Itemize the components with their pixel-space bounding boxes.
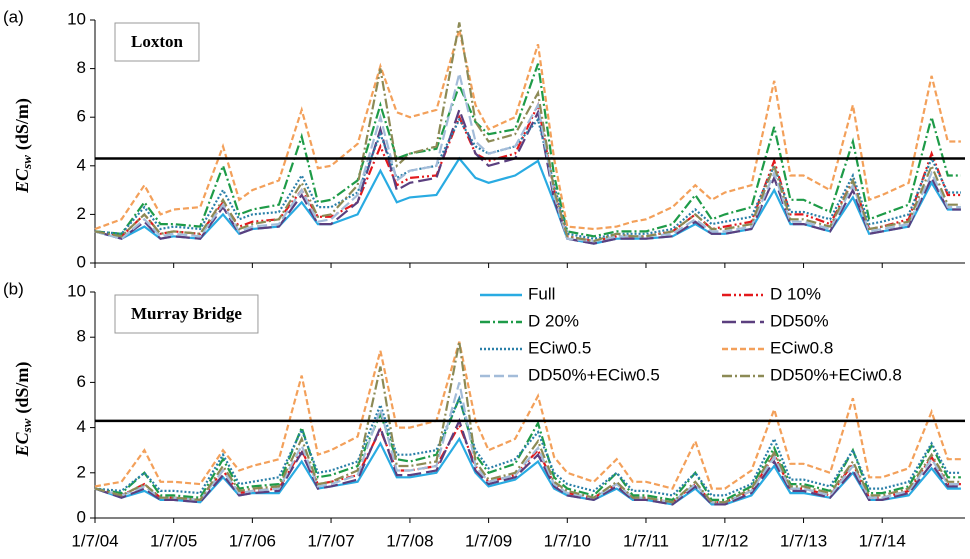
series-line [94, 382, 961, 504]
y-label-sub: sw [19, 155, 34, 170]
y-tick-label: 8 [77, 58, 86, 77]
y-tick-label: 0 [77, 252, 86, 271]
legend-label: DD50% [770, 311, 829, 330]
y-tick-label: 4 [77, 155, 86, 174]
series-line [94, 22, 961, 243]
legend-label: DD50%+ECiw0.8 [770, 365, 902, 384]
y-axis-label: ECsw (dS/m) [12, 98, 34, 194]
legend-label: Full [528, 284, 555, 303]
y-tick-label: 10 [67, 9, 86, 28]
y-label-unit: (dS/m) [12, 362, 33, 414]
y-tick-label: 4 [77, 417, 86, 436]
legend-label: ECiw0.8 [770, 338, 833, 357]
x-tick-label: 1/7/04 [71, 531, 118, 550]
series-line [94, 117, 961, 240]
y-tick-label: 6 [77, 372, 86, 391]
y-tick-label: 0 [77, 507, 86, 526]
legend-label: ECiw0.5 [528, 338, 591, 357]
legend-label: D 10% [770, 284, 821, 303]
panel-label: (a) [3, 7, 24, 26]
series-line [94, 73, 961, 243]
x-tick-label: 1/7/07 [307, 531, 354, 550]
series-line [94, 394, 961, 502]
y-tick-label: 2 [77, 204, 86, 223]
series-line [94, 395, 961, 497]
series-line [94, 29, 961, 231]
y-label-unit: (dS/m) [12, 98, 33, 150]
y-label-sub: sw [19, 418, 34, 433]
y-label-main: EC [12, 431, 32, 457]
site-box [114, 294, 259, 334]
panel-label: (b) [3, 279, 24, 298]
series-line [94, 63, 961, 238]
x-tick-label: 1/7/05 [150, 531, 197, 550]
x-tick-label: 1/7/06 [229, 531, 276, 550]
series-line [94, 417, 961, 506]
y-axis-label: ECsw (dS/m) [12, 362, 34, 458]
site-label: Loxton [131, 32, 184, 51]
series-line [94, 341, 961, 504]
y-tick-label: 6 [77, 107, 86, 126]
x-tick-label: 1/7/14 [859, 531, 906, 550]
legend-label: DD50%+ECiw0.5 [528, 365, 660, 384]
y-label-main: EC [12, 168, 32, 194]
x-tick-label: 1/7/13 [780, 531, 827, 550]
x-tick-label: 1/7/08 [386, 531, 433, 550]
x-tick-label: 1/7/12 [701, 531, 748, 550]
x-tick-label: 1/7/11 [623, 531, 669, 550]
site-box [114, 22, 200, 62]
site-label: Murray Bridge [131, 304, 242, 323]
x-tick-label: 1/7/09 [465, 531, 512, 550]
legend-label: D 20% [528, 311, 579, 330]
y-tick-label: 10 [67, 281, 86, 300]
y-tick-label: 8 [77, 327, 86, 346]
x-tick-label: 1/7/10 [544, 531, 591, 550]
series-line [94, 422, 961, 504]
y-tick-label: 2 [77, 462, 86, 481]
series-line [94, 341, 961, 490]
series-line [94, 106, 961, 245]
